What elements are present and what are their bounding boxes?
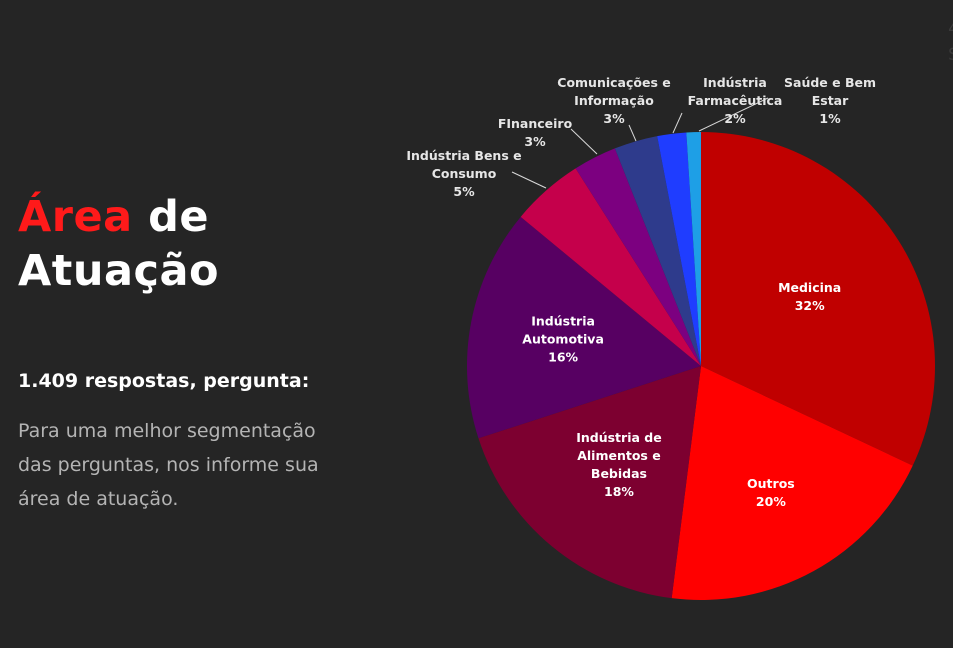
leader-line xyxy=(570,128,598,155)
slice-label: Comunicações e Informação 3% xyxy=(557,75,670,126)
slice-name-label: Saúde e Bem xyxy=(784,75,876,90)
slide-title: Área de Atuação xyxy=(18,190,219,298)
slice-label: Indústria Bens e Consumo 5% xyxy=(406,148,521,199)
slice-value-label: 5% xyxy=(453,184,475,199)
slice-name-label: Indústria Bens e xyxy=(406,148,521,163)
title-accent: Área xyxy=(18,192,133,242)
slice-name-label: Indústria xyxy=(531,314,595,329)
leader-line xyxy=(698,97,769,132)
leader-lines xyxy=(511,97,769,189)
pie-slice xyxy=(701,132,936,466)
corner-text-2: S xyxy=(948,42,953,68)
slice-value-label: 3% xyxy=(603,111,625,126)
slice-value-label: 20% xyxy=(756,494,786,509)
slice-name-label: Informação xyxy=(574,93,654,108)
slice-name-label: Alimentos e xyxy=(577,448,660,463)
pie-slice xyxy=(466,216,701,439)
slice-name-label: Indústria de xyxy=(576,430,661,445)
pie-slice xyxy=(575,148,701,366)
slice-value-label: 16% xyxy=(548,350,578,365)
corner-mark: 4 S xyxy=(948,16,953,68)
title-word-atuacao: Atuação xyxy=(18,246,220,296)
pie-slice xyxy=(686,132,701,366)
leader-line xyxy=(672,112,683,134)
pie-slice xyxy=(614,136,701,366)
leader-line xyxy=(511,171,547,189)
slice-name-label: Farmacêutica xyxy=(688,93,783,108)
pie-slices xyxy=(466,132,936,600)
slice-value-label: 2% xyxy=(724,111,746,126)
slice-name-label: Comunicações e xyxy=(557,75,670,90)
pie-slice xyxy=(671,366,913,600)
responses-subtitle: 1.409 respostas, pergunta: xyxy=(18,370,310,392)
slice-name-label: Bebidas xyxy=(591,466,647,481)
slice-name-label: Outros xyxy=(747,476,795,491)
pie-slice xyxy=(478,366,701,599)
slice-value-label: 1% xyxy=(819,111,841,126)
slice-name-label: Medicina xyxy=(778,280,841,295)
slice-label: Indústria Farmacêutica 2% xyxy=(688,75,783,126)
slice-name-label: Indústria xyxy=(703,75,767,90)
slice-label: Indústria de Alimentos e Bebidas 18% xyxy=(576,430,661,499)
slice-labels: Medicina 32% Outros 20% Indústria de Alimento… xyxy=(406,75,876,509)
slice-value-label: 3% xyxy=(524,134,546,149)
slice-name-label: Automotiva xyxy=(522,332,604,347)
question-description: Para uma melhor segmentação das pergunta… xyxy=(18,420,319,510)
slice-value-label: 32% xyxy=(795,298,825,313)
slice-label: Medicina 32% xyxy=(778,280,841,313)
slice-label: FInanceiro 3% xyxy=(498,116,573,149)
slice-name-label: FInanceiro xyxy=(498,116,573,131)
slice-name-label: Consumo xyxy=(432,166,497,181)
slice-name-label: Estar xyxy=(812,93,849,108)
pie-slice xyxy=(657,132,701,366)
slice-label: Outros 20% xyxy=(747,476,795,509)
slice-value-label: 18% xyxy=(604,484,634,499)
leader-line xyxy=(628,124,637,142)
title-word-de: de xyxy=(148,192,210,242)
slice-label: Saúde e Bem Estar 1% xyxy=(784,75,876,126)
slice-label: Indústria Automotiva 16% xyxy=(522,314,604,365)
pie-slice xyxy=(520,168,701,366)
corner-text-1: 4 xyxy=(948,16,953,42)
